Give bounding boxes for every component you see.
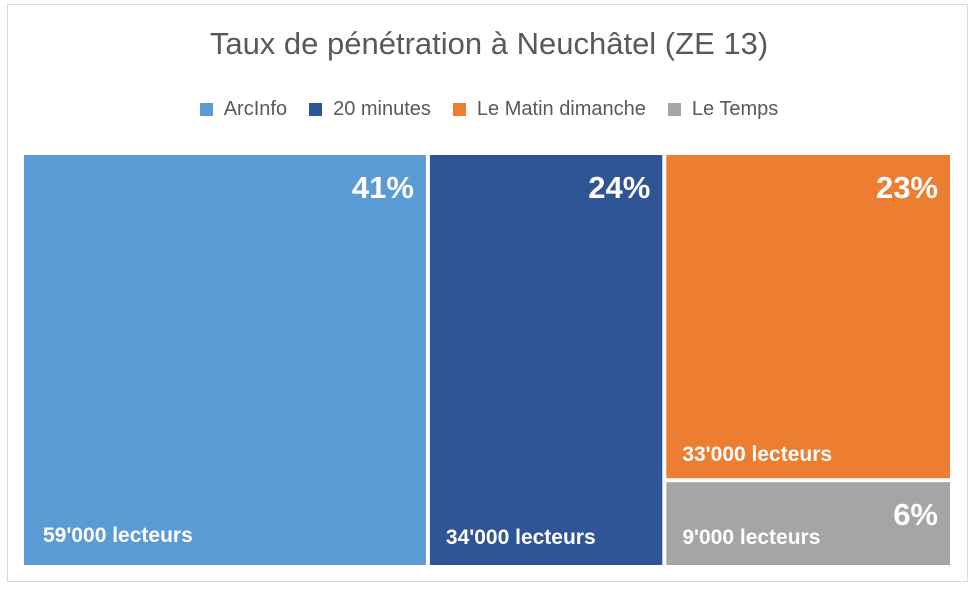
readers-label-arcinfo: 59'000 lecteurs: [43, 524, 193, 547]
percent-label-20-minutes: 24%: [588, 170, 650, 205]
readers-label-le-temps: 9'000 lecteurs: [682, 526, 820, 549]
treemap-tile-arcinfo: [24, 155, 426, 565]
readers-label-le-matin-dimanche: 33'000 lecteurs: [682, 443, 832, 466]
chart-legend: ArcInfo 20 minutes Le Matin dimanche Le …: [0, 98, 978, 121]
percent-label-le-temps: 6%: [893, 497, 938, 532]
legend-item-le-temps: Le Temps: [667, 98, 779, 121]
legend-item-20-minutes: 20 minutes: [309, 98, 431, 121]
legend-swatch-le-matin-dimanche: [452, 103, 466, 116]
legend-label-20-minutes: 20 minutes: [333, 98, 431, 120]
legend-label-le-temps: Le Temps: [691, 98, 779, 120]
chart-title: Taux de pénétration à Neuchâtel (ZE 13): [209, 26, 769, 61]
percent-label-le-matin-dimanche: 23%: [876, 170, 938, 205]
legend-label-arcinfo: ArcInfo: [223, 98, 288, 120]
legend-swatch-arcinfo: [199, 103, 213, 116]
legend-item-le-matin-dimanche: Le Matin dimanche: [452, 98, 646, 121]
readers-label-20-minutes: 34'000 lecteurs: [446, 526, 596, 549]
legend-item-arcinfo: ArcInfo: [199, 98, 288, 121]
legend-swatch-20-minutes: [309, 103, 323, 116]
percent-label-arcinfo: 41%: [352, 170, 414, 205]
legend-label-le-matin-dimanche: Le Matin dimanche: [476, 98, 646, 120]
treemap-tile-20-minutes: [429, 155, 663, 565]
legend-swatch-le-temps: [667, 103, 681, 116]
treemap-tile-le-matin-dimanche: [666, 155, 950, 479]
treemap-tile-le-temps: [666, 482, 950, 565]
